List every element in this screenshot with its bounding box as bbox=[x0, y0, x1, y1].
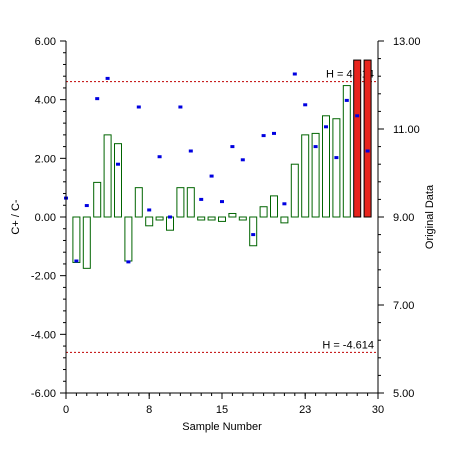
bars-layer bbox=[72, 59, 372, 269]
bar-sample-12 bbox=[186, 187, 195, 218]
bar-sample-20 bbox=[270, 195, 278, 218]
y-left-tick-label: -2.00 bbox=[31, 271, 56, 283]
bar-sample-24 bbox=[311, 132, 320, 218]
bar-sample-6 bbox=[124, 216, 133, 262]
point-sample-21 bbox=[282, 202, 287, 206]
y-right-tick-label: 11.00 bbox=[393, 124, 420, 136]
bar-sample-11 bbox=[176, 187, 185, 218]
y-right-tick-label: 13.00 bbox=[393, 36, 421, 48]
y-axis-title-right: Original Data bbox=[424, 184, 436, 249]
bar-sample-18 bbox=[249, 216, 258, 247]
bar-sample-2 bbox=[82, 216, 91, 269]
bar-sample-9 bbox=[155, 216, 164, 221]
y-left-tick-label: -4.00 bbox=[31, 329, 56, 341]
point-sample-26 bbox=[334, 156, 339, 160]
point-sample-22 bbox=[292, 72, 297, 76]
point-sample-24 bbox=[313, 145, 318, 149]
point-sample-11 bbox=[178, 105, 183, 109]
bar-sample-1 bbox=[72, 216, 81, 263]
bar-sample-25 bbox=[322, 115, 330, 218]
x-tick-label: 30 bbox=[372, 404, 384, 416]
point-sample-20 bbox=[272, 131, 276, 135]
x-axis-title: Sample Number bbox=[182, 421, 262, 433]
point-sample-10 bbox=[168, 215, 172, 219]
point-sample-7 bbox=[136, 105, 141, 109]
x-tick-label: 8 bbox=[146, 404, 152, 416]
point-sample-29 bbox=[365, 149, 370, 153]
point-sample-8 bbox=[147, 208, 152, 212]
bar-sample-28 bbox=[353, 59, 362, 218]
point-sample-19 bbox=[261, 134, 266, 138]
point-sample-1 bbox=[74, 259, 79, 263]
point-sample-9 bbox=[157, 155, 162, 159]
bar-sample-13 bbox=[197, 216, 206, 221]
x-tick-label: 0 bbox=[63, 404, 69, 416]
point-sample-28 bbox=[355, 114, 360, 118]
point-sample-18 bbox=[251, 233, 256, 237]
bar-sample-7 bbox=[134, 187, 143, 218]
y-left-tick-label: 0.00 bbox=[35, 212, 56, 224]
bar-sample-21 bbox=[280, 216, 289, 224]
limit-label-upper: H = 4.614 bbox=[326, 69, 374, 81]
point-sample-27 bbox=[344, 98, 349, 102]
bar-sample-4 bbox=[103, 134, 112, 218]
point-sample-14 bbox=[209, 174, 214, 178]
point-sample-3 bbox=[95, 97, 100, 101]
y-left-tick-label: -6.00 bbox=[31, 388, 56, 400]
bar-sample-3 bbox=[93, 181, 102, 218]
bar-sample-23 bbox=[301, 134, 310, 218]
point-sample-15 bbox=[220, 200, 224, 204]
bar-sample-22 bbox=[290, 163, 299, 218]
bar-sample-15 bbox=[218, 216, 226, 222]
x-tick-label: 23 bbox=[299, 404, 311, 416]
point-sample-23 bbox=[303, 103, 308, 107]
point-sample-13 bbox=[199, 197, 204, 201]
axes-layer: 6.00 4.00 2.00 0.00 -2.00 -4.00 -6.00 13.00 11.0… bbox=[31, 36, 421, 416]
bar-sample-29 bbox=[363, 59, 372, 218]
bar-sample-5 bbox=[114, 143, 122, 218]
point-sample-4 bbox=[105, 76, 110, 80]
y-right-tick-label: 7.00 bbox=[393, 300, 414, 312]
bar-sample-16 bbox=[228, 212, 237, 218]
point-sample-16 bbox=[230, 145, 235, 149]
bar-sample-19 bbox=[259, 206, 268, 218]
y-right-tick-label: 9.00 bbox=[393, 212, 414, 224]
labels-layer: Sample Number C+ / C- Original Data bbox=[10, 184, 436, 433]
bar-sample-27 bbox=[342, 85, 351, 218]
point-sample-17 bbox=[240, 158, 245, 162]
point-sample-5 bbox=[116, 162, 120, 166]
y-left-tick-label: 6.00 bbox=[35, 36, 56, 48]
point-sample-12 bbox=[188, 149, 193, 153]
point-sample-25 bbox=[324, 125, 328, 129]
y-left-tick-label: 4.00 bbox=[35, 95, 56, 107]
y-left-tick-label: 2.00 bbox=[35, 153, 56, 165]
bar-sample-8 bbox=[145, 216, 154, 227]
bar-sample-14 bbox=[207, 216, 216, 221]
bar-sample-26 bbox=[332, 118, 341, 218]
y-right-tick-label: 5.00 bbox=[393, 388, 414, 400]
y-axis-title-left: C+ / C- bbox=[10, 199, 22, 234]
limit-label-lower: H = -4.614 bbox=[322, 339, 374, 351]
point-sample-6 bbox=[126, 260, 131, 264]
bar-sample-17 bbox=[238, 216, 247, 221]
limit-lines-layer: H = 4.614 H = -4.614 bbox=[66, 69, 378, 353]
point-sample-2 bbox=[84, 204, 89, 208]
x-tick-label: 15 bbox=[216, 404, 228, 416]
bar-sample-10 bbox=[166, 216, 174, 231]
